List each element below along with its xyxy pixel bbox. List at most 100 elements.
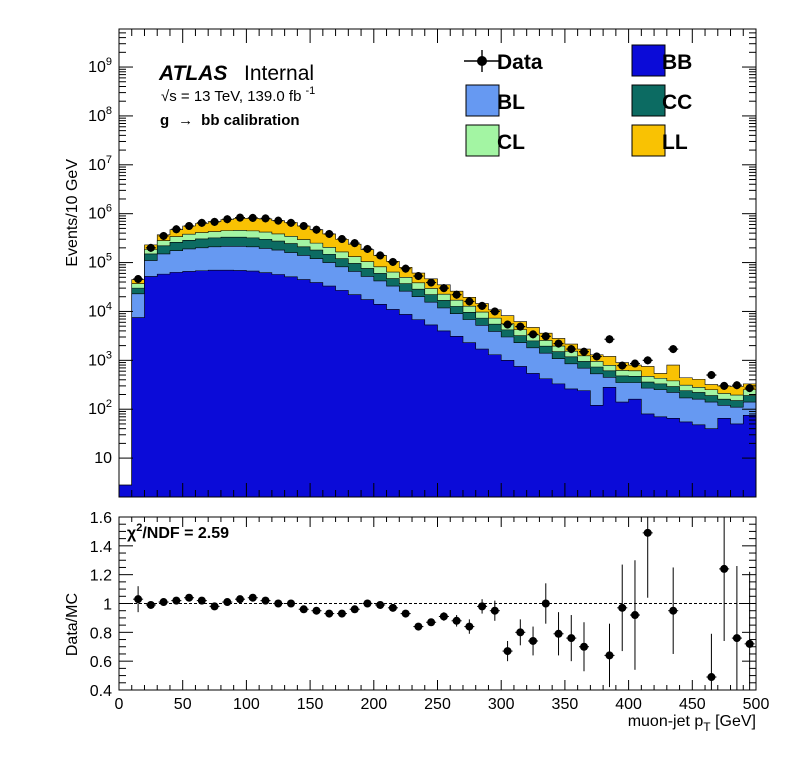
ratio-y-tick-label: 0.4 xyxy=(90,683,112,700)
ratio-point xyxy=(528,626,539,656)
data-point xyxy=(222,215,233,224)
chi2-ndf-text: χ2/NDF = 2.59 xyxy=(127,522,229,542)
ratio-point xyxy=(464,619,475,634)
ratio-point xyxy=(273,599,284,608)
ratio-y-axis-label: Data/MC xyxy=(64,593,81,656)
x-tick-label: 400 xyxy=(615,696,642,713)
legend-label-cc: CC xyxy=(662,91,692,114)
ratio-point xyxy=(502,640,513,662)
ratio-point xyxy=(349,605,360,614)
ratio-point xyxy=(438,612,449,621)
ratio-point xyxy=(426,618,437,627)
ratio-point xyxy=(731,566,742,690)
x-tick-label: 350 xyxy=(552,696,579,713)
data-point xyxy=(387,257,398,266)
x-tick-label: 100 xyxy=(233,696,260,713)
data-point xyxy=(184,221,195,230)
ratio-y-tick-label: 0.8 xyxy=(90,625,112,642)
ratio-point xyxy=(311,606,322,615)
data-point xyxy=(489,307,500,316)
ratio-panel: 0 50 100 150 200 250 300 350 400 450 500 0.4 0.6 0.8 1… xyxy=(90,510,770,713)
data-points xyxy=(133,213,755,393)
ratio-point xyxy=(744,571,755,690)
legend-entry-cl: CL xyxy=(465,124,525,157)
ratio-point xyxy=(171,596,182,605)
data-point xyxy=(324,229,335,238)
ratio-point xyxy=(196,596,207,605)
data-point xyxy=(553,339,564,348)
ratio-point xyxy=(553,612,564,656)
ratio-point xyxy=(362,599,373,608)
data-point xyxy=(464,297,475,306)
ratio-point xyxy=(285,599,296,608)
atlas-internal-text: Internal xyxy=(244,62,314,85)
main-histogram-panel: 10 102 103 104 105 106 107 108 109 xyxy=(88,28,757,498)
x-tick-label: 250 xyxy=(424,696,451,713)
legend: Data BB BL CC CL LL xyxy=(464,44,692,157)
data-point xyxy=(235,213,246,222)
top-y-tick-label: 105 xyxy=(88,252,112,272)
legend-label-bl: BL xyxy=(497,91,525,114)
data-point xyxy=(502,320,513,329)
ratio-point xyxy=(298,605,309,614)
ratio-point xyxy=(400,609,411,618)
data-point xyxy=(528,330,539,339)
legend-label-data: Data xyxy=(497,51,543,74)
ratio-y-tick-label: 1 xyxy=(103,597,112,614)
ratio-point xyxy=(451,615,462,627)
data-point xyxy=(349,239,360,248)
legend-entry-ll: LL xyxy=(631,124,688,157)
calibration-text: g → bb calibration xyxy=(160,112,300,129)
top-y-tick-label: 104 xyxy=(88,300,112,320)
data-point xyxy=(540,332,551,341)
data-point xyxy=(617,361,628,370)
data-point xyxy=(642,356,653,365)
ratio-point xyxy=(324,609,335,618)
data-point xyxy=(400,264,411,273)
ratio-point xyxy=(617,564,628,652)
ratio-point xyxy=(489,600,500,621)
data-point xyxy=(579,347,590,356)
ratio-point xyxy=(260,596,271,605)
stack-bb xyxy=(118,269,757,498)
data-point xyxy=(311,225,322,234)
ratio-point xyxy=(477,599,488,614)
data-point xyxy=(273,216,284,225)
data-point xyxy=(591,352,602,361)
data-point xyxy=(668,345,679,354)
x-tick-label: 500 xyxy=(743,696,770,713)
legend-entry-cc: CC xyxy=(631,84,692,117)
atlas-label: ATLAS Internal √s = 13 TeV, 139.0 fb -1 g… xyxy=(158,62,315,129)
data-point xyxy=(438,284,449,293)
data-point xyxy=(285,218,296,227)
x-tick-label: 300 xyxy=(488,696,515,713)
ratio-point xyxy=(515,619,526,646)
data-point xyxy=(260,214,271,223)
ratio-point xyxy=(604,623,615,688)
ratio-y-tick-label: 1.2 xyxy=(90,568,112,585)
ratio-plot-frame xyxy=(118,516,757,691)
top-y-tick-label: 108 xyxy=(88,105,112,125)
data-point xyxy=(413,272,424,281)
top-y-tick-label: 102 xyxy=(88,398,112,418)
atlas-logo-text: ATLAS xyxy=(158,62,227,85)
data-point xyxy=(133,275,144,284)
ratio-y-tick-label: 1.4 xyxy=(90,539,112,556)
data-point xyxy=(158,231,169,240)
ratio-point xyxy=(375,600,386,609)
stacked-histograms xyxy=(118,218,757,498)
ratio-point xyxy=(668,567,679,654)
ratio-point xyxy=(719,517,730,641)
top-y-tick-label: 109 xyxy=(88,56,112,76)
ratio-point xyxy=(336,609,347,618)
x-tick-label: 450 xyxy=(679,696,706,713)
legend-entry-bb: BB xyxy=(631,44,692,77)
ratio-point xyxy=(540,583,551,624)
ratio-y-tick-label: 0.6 xyxy=(90,654,112,671)
ratio-point xyxy=(642,517,653,598)
data-point xyxy=(196,218,207,227)
data-point xyxy=(629,359,640,368)
legend-entry-bl: BL xyxy=(465,84,525,117)
ratio-point xyxy=(209,602,220,611)
data-point xyxy=(298,221,309,230)
